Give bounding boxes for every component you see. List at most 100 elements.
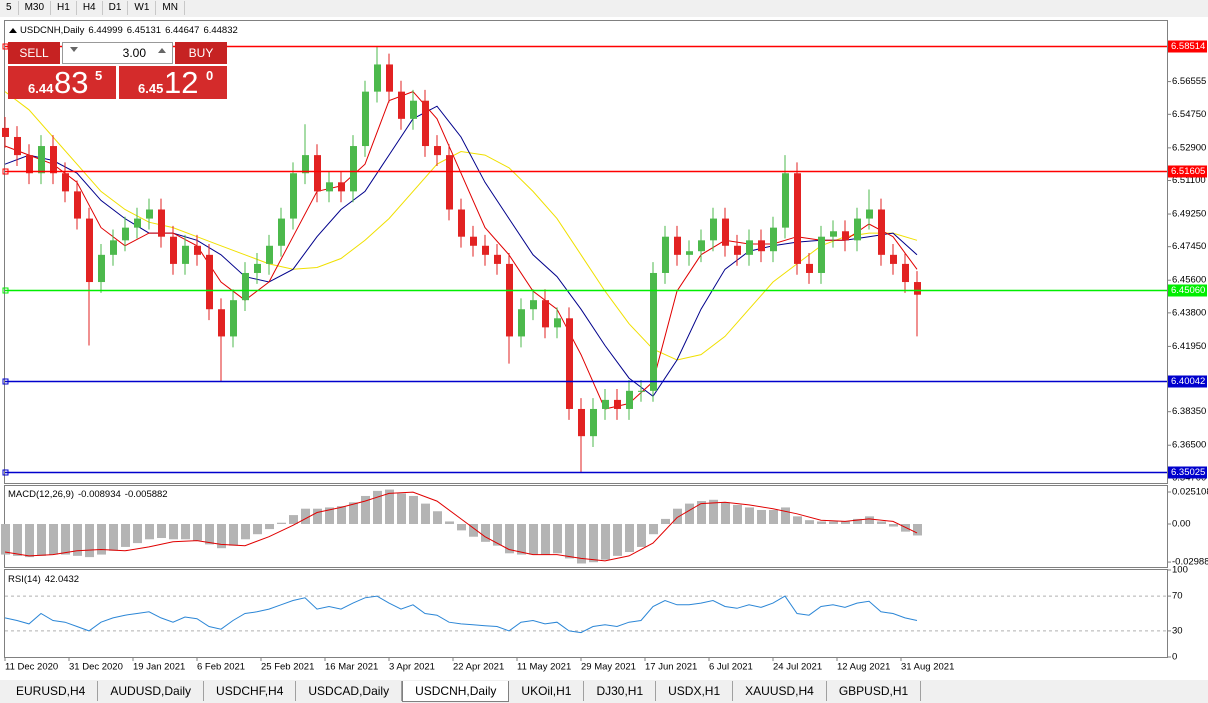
rsi-panel-frame: [4, 569, 1168, 658]
candle-body: [650, 272, 657, 391]
bid-fraction: 5: [95, 68, 103, 83]
chart-tab[interactable]: USDCNH,Daily: [402, 681, 510, 702]
x-tick-label: 11 Dec 2020: [5, 662, 58, 673]
candle-body: [422, 100, 429, 147]
macd-bar: [733, 504, 742, 524]
x-tick-label: 25 Feb 2021: [261, 662, 314, 673]
macd-bar: [313, 508, 322, 524]
candle-body: [338, 182, 345, 192]
bar-high: 6.45131: [127, 25, 161, 36]
bar-open: 6.44999: [88, 25, 122, 36]
x-tick-label: 19 Jan 2021: [133, 662, 185, 673]
timeframe-button[interactable]: D1: [103, 1, 129, 15]
ask-price-box[interactable]: 6.45 12 0: [119, 66, 227, 100]
candle-body: [446, 155, 453, 210]
price-label: 6.51605: [1171, 166, 1205, 177]
timeframe-button[interactable]: MN: [156, 1, 185, 15]
macd-bar: [649, 523, 658, 535]
timeframe-button[interactable]: W1: [128, 1, 157, 15]
x-tick-label: 17 Jun 2021: [645, 662, 697, 673]
volume-input[interactable]: 3.00: [62, 42, 173, 64]
chart-tab[interactable]: XAUUSD,H4: [733, 681, 827, 701]
macd-bar: [229, 523, 238, 546]
macd-bar: [745, 507, 754, 524]
price-label-box: [1168, 466, 1207, 479]
macd-bar: [361, 495, 370, 524]
collapse-icon[interactable]: [9, 28, 17, 33]
candle-body: [122, 227, 129, 241]
candle-body: [182, 245, 189, 264]
timeframe-button[interactable]: H4: [77, 1, 103, 15]
chart-tab[interactable]: GBPUSD,H1: [827, 681, 922, 701]
macd-bar: [37, 523, 46, 556]
bid-price-box[interactable]: 6.44 83 5: [8, 66, 116, 100]
candle-body: [326, 182, 333, 192]
macd-bar: [589, 523, 598, 563]
candle-body: [770, 227, 777, 252]
candle-body: [98, 254, 105, 283]
chart-tab[interactable]: UKOil,H1: [509, 681, 585, 701]
candle-body: [530, 300, 537, 310]
candle-body: [170, 236, 177, 264]
candle-body: [590, 408, 597, 437]
macd-bar: [757, 509, 766, 524]
price-label-box: [1168, 284, 1207, 297]
candle-body: [758, 240, 765, 252]
volume-up[interactable]: [158, 48, 166, 53]
candle-body: [74, 191, 81, 219]
candle-body: [842, 231, 849, 241]
chart-window: 11 Dec 2020 31 Dec 2020 19 Jan 2021 6 Feb 2…: [0, 17, 1208, 680]
macd-bar: [529, 523, 538, 555]
candle-body: [50, 146, 57, 174]
candle-body: [578, 408, 585, 437]
timeframe-button[interactable]: 5: [0, 1, 19, 15]
macd-bar: [241, 523, 250, 540]
candle-body: [290, 173, 297, 219]
candle-body: [194, 245, 201, 255]
rsi-header: RSI(14) 42.0432: [8, 574, 79, 585]
chart-tab[interactable]: USDCAD,Daily: [296, 681, 403, 701]
bar-low: 6.44647: [165, 25, 199, 36]
candle-body: [302, 155, 309, 174]
y-tick-label: 6.54750: [1172, 109, 1206, 120]
candle-body: [482, 245, 489, 255]
timeframe-toolbar: 5 M30 H1 H4 D1 W1 MN: [0, 0, 185, 16]
chart-tab[interactable]: USDX,H1: [656, 681, 734, 701]
chart-tab[interactable]: DJ30,H1: [584, 681, 657, 701]
volume-down[interactable]: [70, 47, 78, 52]
candle-body: [554, 318, 561, 328]
macd-bar: [781, 507, 790, 524]
candle-body: [314, 155, 321, 192]
macd-bar: [433, 511, 442, 524]
buy-button[interactable]: BUY: [175, 42, 227, 64]
macd-bar: [205, 523, 214, 545]
macd-header: MACD(12,26,9) -0.008934 -0.005882: [8, 489, 168, 500]
sell-button[interactable]: SELL: [8, 42, 60, 64]
timeframe-button[interactable]: H1: [51, 1, 77, 15]
candle-body: [242, 272, 249, 301]
chart-header: USDCNH,Daily 6.44999 6.45131 6.44647 6.44832: [20, 25, 238, 36]
one-click-trading-panel: SELL 3.00 BUY 6.44 83 5 6.45 12 0: [8, 42, 227, 100]
macd-bar: [673, 508, 682, 524]
macd-bar: [829, 521, 838, 524]
candle-body: [794, 173, 801, 264]
chart-tab[interactable]: AUDUSD,Daily: [98, 681, 205, 701]
macd-main: -0.008934: [78, 489, 121, 500]
y-tick-label: 6.43800: [1172, 307, 1206, 318]
candle-body: [230, 300, 237, 337]
y-tick-label: 6.49250: [1172, 209, 1206, 220]
macd-bar: [877, 521, 886, 524]
macd-signal: -0.005882: [125, 489, 168, 500]
timeframe-button[interactable]: M30: [19, 1, 52, 15]
chart-tab[interactable]: EURUSD,H4: [4, 681, 99, 701]
candle-body: [518, 309, 525, 337]
macd-signal: [4, 491, 918, 562]
x-tick-label: 29 May 2021: [581, 662, 636, 673]
price-label: 6.40042: [1171, 376, 1205, 387]
macd-bar: [481, 523, 490, 542]
candle-body: [434, 146, 441, 156]
y-tick-label: 6.45600: [1172, 275, 1206, 286]
level-anchor: [2, 378, 9, 385]
chart-tab[interactable]: USDCHF,H4: [204, 681, 297, 701]
